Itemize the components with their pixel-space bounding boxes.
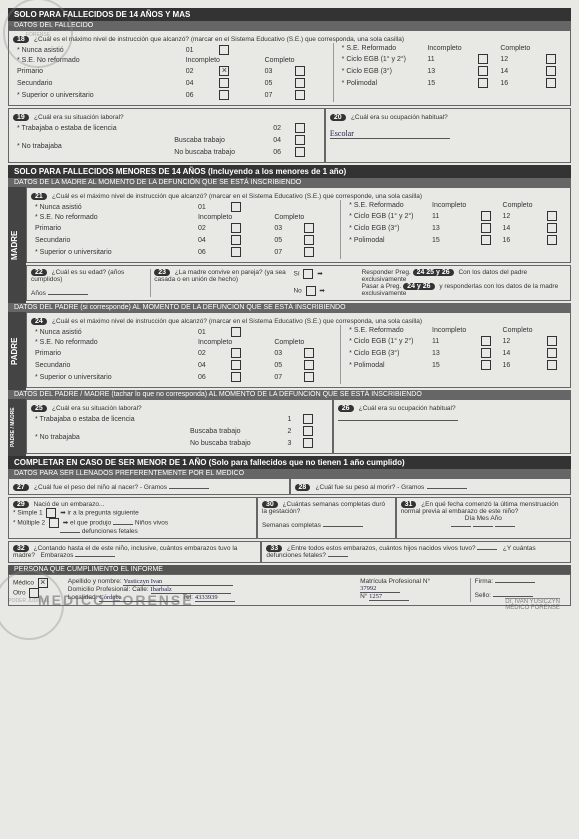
cb-14[interactable] xyxy=(546,66,556,76)
sec1-sub: DATOS PARA SER LLENADOS PREFERENTEMENTE … xyxy=(8,469,571,478)
persona-header: PERSONA QUE CUMPLIMENTO EL INFORME xyxy=(8,565,571,574)
cb-16[interactable] xyxy=(546,78,556,88)
cb-busc[interactable] xyxy=(295,135,305,145)
q28-box: 28 ¿Cuál fue su peso al morir? - Gramos xyxy=(290,478,572,495)
q21-box: 21 ¿Cuál es el máximo nivel de instrucci… xyxy=(26,187,571,263)
tel-value[interactable]: 4333939 xyxy=(195,594,235,602)
section-u14-header: SOLO PARA FALLECIDOS MENORES DE 14 AÑOS … xyxy=(8,165,571,178)
q27-box: 27 ¿Cuál fue el peso del niño al nacer? … xyxy=(8,478,290,495)
madre-sidebar: MADRE xyxy=(8,187,26,303)
datos-fallecido-sub: DATOS DEL FALLECIDO xyxy=(8,21,571,30)
big-stamp-text: MEDICO FORENSE xyxy=(38,592,194,608)
q18-text: ¿Cuál es el máximo nivel de instrucción … xyxy=(34,36,404,43)
q20-num: 20 xyxy=(330,114,346,121)
pm-datos-sub: DATOS DEL PADRE / MADRE (tachar lo que n… xyxy=(8,390,571,399)
seal-stamp-top: INSTITUTO DE MEDICINA FORENSE xyxy=(3,0,73,68)
cb-15[interactable] xyxy=(478,78,488,88)
q18-box: 18 ¿Cuál es el máximo nivel de instrucci… xyxy=(8,30,571,106)
cb-06[interactable] xyxy=(219,90,229,100)
cb-03[interactable] xyxy=(295,66,305,76)
cb-02[interactable] xyxy=(219,66,229,76)
nro-value[interactable]: 1257 xyxy=(369,593,409,601)
madre-datos-sub: DATOS DE LA MADRE AL MOMENTO DE LA DEFUN… xyxy=(8,178,571,187)
matricula-value[interactable]: 37992 xyxy=(360,585,400,593)
sello-field[interactable] xyxy=(493,596,533,597)
cb-12[interactable] xyxy=(546,54,556,64)
q19-box: 19 ¿Cuál era su situación laboral? * Tra… xyxy=(8,108,325,163)
firma-field[interactable] xyxy=(495,582,535,583)
cb-07[interactable] xyxy=(295,90,305,100)
padre-sidebar: PADRE xyxy=(8,312,26,390)
q26-box: 26 ¿Cuál era su ocupación habitual? xyxy=(333,399,571,454)
q33-box: 33 ¿Entre todos estos embarazos, cuántos… xyxy=(261,541,571,563)
cb-trab[interactable] xyxy=(295,123,305,133)
q22-box: 22 ¿Cuál es su edad? (años cumplidos) Añ… xyxy=(26,265,571,301)
sello-stamp: Dr. IVAN YUSICZYN MÉDICO FORENSE xyxy=(505,598,560,611)
q24-box: 24 ¿Cuál es el máximo nivel de instrucci… xyxy=(26,312,571,388)
q20-value[interactable]: Escolar xyxy=(330,129,450,139)
section-14plus-header: SOLO PARA FALLECIDOS DE 14 AÑOS Y MAS xyxy=(8,8,571,21)
q29-box: 29 Nació de un embarazo... * Simple 1 ➡ … xyxy=(8,497,257,539)
q32-box: 32 ¿Contando hasta el de este niño, incl… xyxy=(8,541,261,563)
q25-box: 25 ¿Cuál era su situación laboral? * Tra… xyxy=(26,399,333,454)
q30-box: 30 ¿Cuántas semanas completas duró la ge… xyxy=(257,497,396,539)
cb-01[interactable] xyxy=(219,45,229,55)
padre-datos-sub: DATOS DEL PADRE (si corresponde) AL MOME… xyxy=(8,303,571,312)
cb-nobusc[interactable] xyxy=(295,147,305,157)
section-1ano-header: COMPLETAR EN CASO DE SER MENOR DE 1 AÑO … xyxy=(8,456,571,469)
q20-box: 20 ¿Cuál era su ocupación habitual? Esco… xyxy=(325,108,571,163)
q19-num: 19 xyxy=(13,114,29,121)
cb-04[interactable] xyxy=(219,78,229,88)
apellido-value[interactable]: Yusticzyn Ivan xyxy=(123,578,233,586)
q31-box: 31 ¿En qué fecha comenzó la última menst… xyxy=(396,497,571,539)
cb-11[interactable] xyxy=(478,54,488,64)
pm-sidebar: PADRE / MADRE xyxy=(8,399,26,456)
cb-05[interactable] xyxy=(295,78,305,88)
cb-13[interactable] xyxy=(478,66,488,76)
